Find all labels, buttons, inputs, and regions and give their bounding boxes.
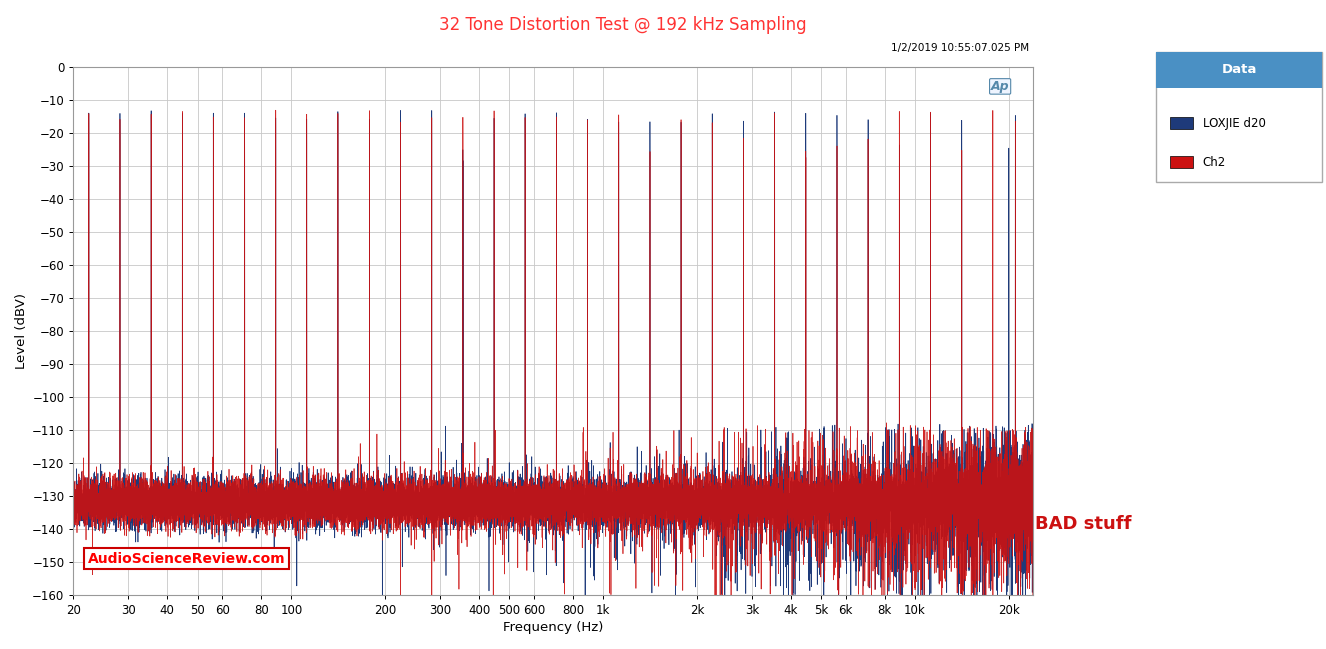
Text: 1/2/2019 10:55:07.025 PM: 1/2/2019 10:55:07.025 PM — [891, 43, 1029, 53]
Text: LOXJIE d20: LOXJIE d20 — [1203, 117, 1265, 130]
Text: Data: Data — [1221, 63, 1257, 77]
Text: Ch2: Ch2 — [1203, 156, 1227, 169]
X-axis label: Frequency (Hz): Frequency (Hz) — [504, 621, 603, 634]
Text: 32 Tone Distortion Test @ 192 kHz Sampling: 32 Tone Distortion Test @ 192 kHz Sampli… — [439, 16, 808, 34]
Text: Ap: Ap — [991, 80, 1009, 93]
Y-axis label: Level (dBV): Level (dBV) — [15, 293, 28, 369]
Text: BAD stuff: BAD stuff — [1036, 515, 1132, 533]
Text: AudioScienceReview.com: AudioScienceReview.com — [88, 552, 285, 566]
